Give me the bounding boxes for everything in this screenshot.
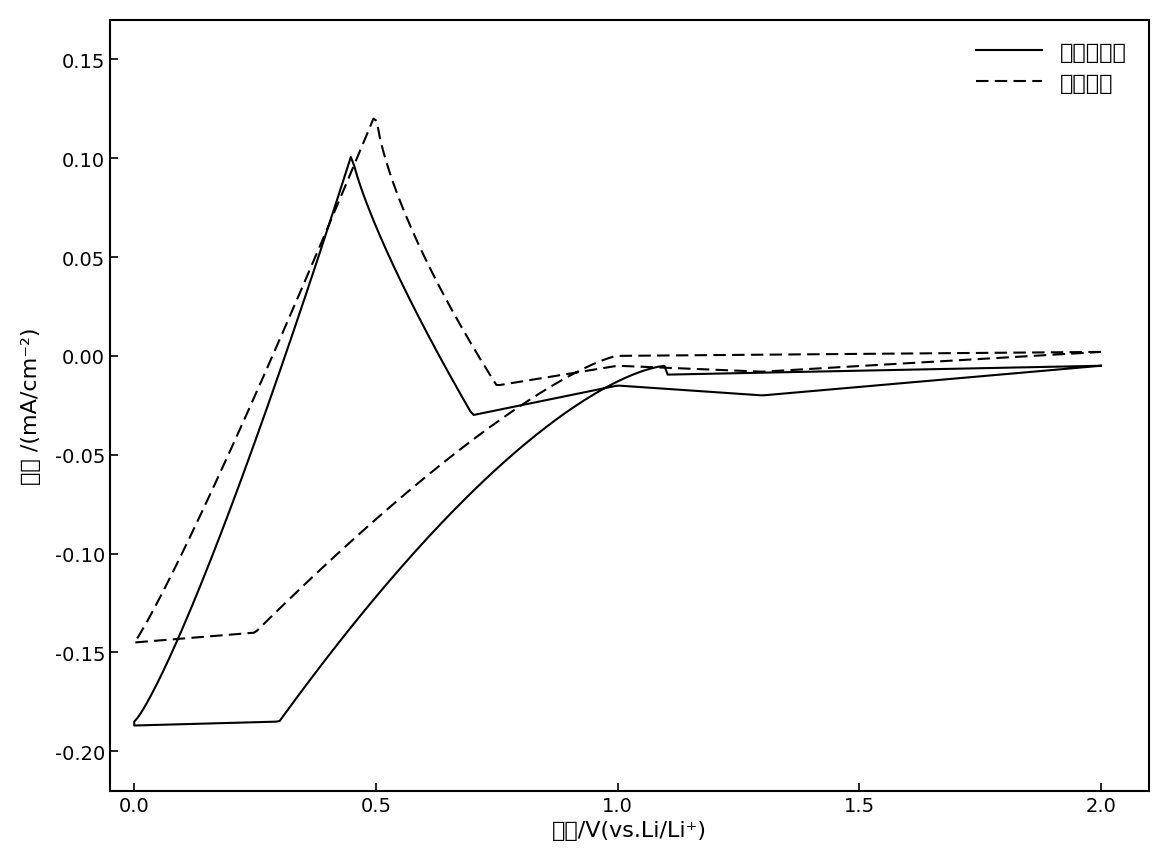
含添加剂: [302, 268, 316, 278]
不含添加剂: [218, 718, 232, 728]
含添加剂: [1094, 347, 1108, 357]
含添加剂: [621, 362, 635, 372]
不含添加剂: [1094, 361, 1108, 371]
不含添加剂: [751, 369, 765, 379]
不含添加剂: [457, 396, 472, 406]
含添加剂: [751, 350, 765, 361]
含添加剂: [128, 638, 142, 648]
含添加剂: [366, 115, 380, 125]
不含添加剂: [621, 381, 635, 392]
X-axis label: 电压/V(vs.Li/Li⁺): 电压/V(vs.Li/Li⁺): [552, 821, 707, 840]
不含添加剂: [596, 385, 610, 395]
不含添加剂: [302, 282, 316, 292]
不含添加剂: [1094, 361, 1108, 371]
Line: 不含添加剂: 不含添加剂: [135, 158, 1101, 726]
不含添加剂: [344, 152, 358, 163]
含添加剂: [457, 327, 472, 338]
Legend: 不含添加剂, 含添加剂: 不含添加剂, 含添加剂: [964, 32, 1138, 105]
不含添加剂: [128, 721, 142, 731]
Y-axis label: 电流 /(mA/cm⁻²): 电流 /(mA/cm⁻²): [21, 327, 41, 485]
含添加剂: [596, 356, 610, 366]
含添加剂: [218, 630, 232, 641]
含添加剂: [1094, 347, 1108, 357]
Line: 含添加剂: 含添加剂: [135, 120, 1101, 643]
